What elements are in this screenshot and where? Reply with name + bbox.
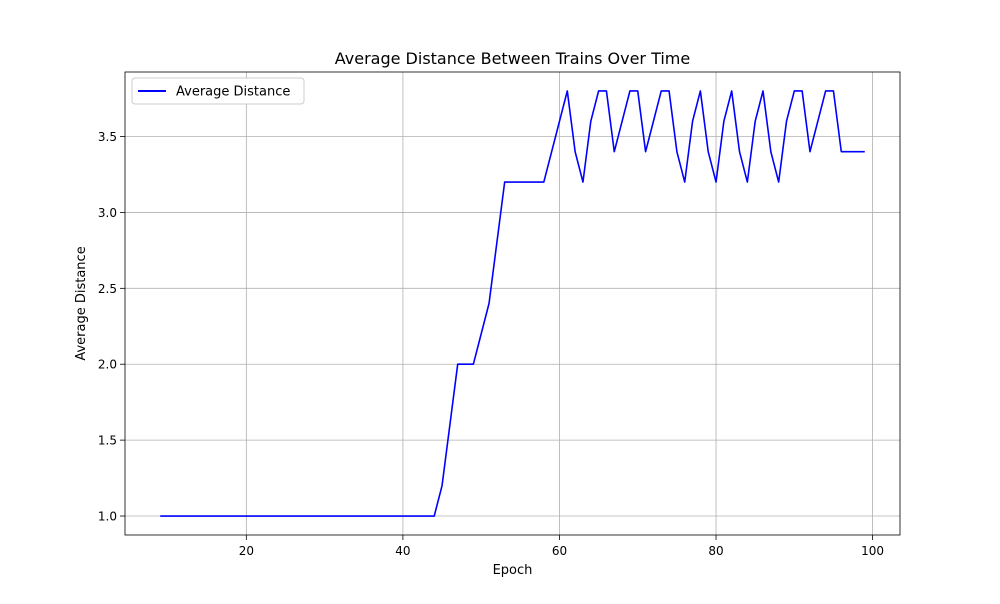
- legend-box: [131, 77, 305, 105]
- y-axis-ticks: 1.0 1.5 2.0 2.5 3.0 3.5: [98, 130, 125, 524]
- y-tick-label: 3.5: [98, 130, 117, 144]
- x-tick-label: 100: [861, 544, 884, 558]
- legend-label: Average Distance: [176, 85, 290, 100]
- y-tick-label: 3.0: [98, 206, 117, 220]
- series-line: [160, 90, 865, 517]
- legend: Average Distance: [131, 77, 305, 105]
- series-layer: [160, 90, 865, 517]
- x-tick-label: 60: [552, 544, 567, 558]
- x-axis-label: Epoch: [493, 563, 533, 578]
- x-tick-label: 80: [708, 544, 723, 558]
- y-tick-label: 1.0: [98, 510, 117, 524]
- x-axis-ticks: 20 40 60 80 100: [239, 535, 884, 558]
- x-tick-label: 20: [239, 544, 254, 558]
- y-tick-label: 2.5: [98, 282, 117, 296]
- chart-title: Average Distance Between Trains Over Tim…: [335, 49, 690, 68]
- y-tick-label: 1.5: [98, 434, 117, 448]
- grid: [125, 72, 900, 535]
- plot-frame: [124, 71, 901, 536]
- y-axis-label: Average Distance: [74, 246, 89, 360]
- x-tick-label: 40: [395, 544, 410, 558]
- y-tick-label: 2.0: [98, 358, 117, 372]
